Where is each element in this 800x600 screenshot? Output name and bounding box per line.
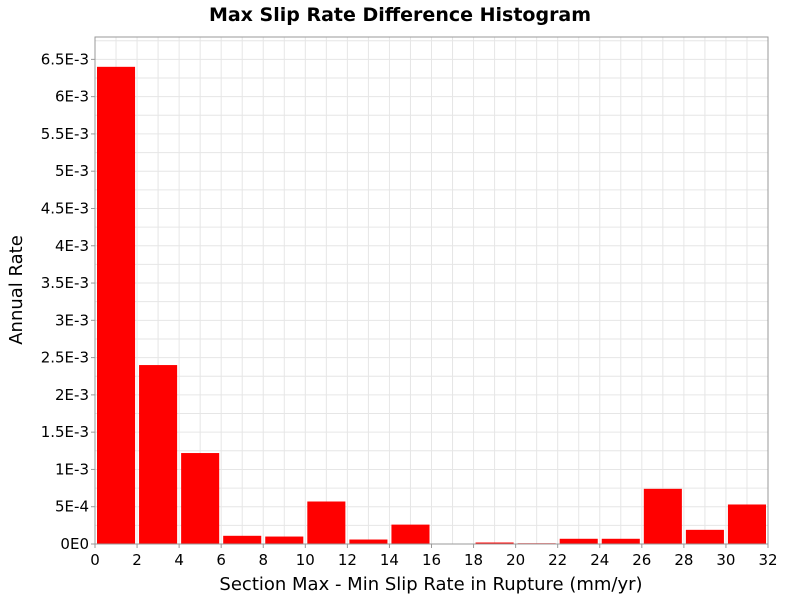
y-tick-label: 4E-3 bbox=[55, 237, 89, 255]
histogram-bar bbox=[349, 539, 388, 544]
x-tick-label: 4 bbox=[174, 551, 184, 569]
histogram-bar bbox=[139, 365, 178, 544]
y-tick-label: 5.5E-3 bbox=[41, 125, 89, 143]
y-axis-ticks: 0E0 5E-4 1E-3 1.5E-3 2E-3 2.5E-3 3E-3 3.5E-3 4E-… bbox=[41, 50, 95, 553]
x-tick-label: 32 bbox=[758, 551, 777, 569]
bars bbox=[97, 66, 766, 544]
x-tick-label: 18 bbox=[464, 551, 483, 569]
y-axis-label: Annual Rate bbox=[6, 235, 27, 345]
x-axis-label: Section Max - Min Slip Rate in Rupture (… bbox=[219, 574, 642, 595]
chart-title: Max Slip Rate Difference Histogram bbox=[209, 4, 591, 26]
histogram-bar bbox=[559, 538, 598, 544]
x-tick-label: 6 bbox=[216, 551, 226, 569]
histogram-bar bbox=[643, 488, 682, 544]
x-tick-label: 24 bbox=[590, 551, 609, 569]
y-tick-label: 6E-3 bbox=[55, 88, 89, 106]
x-tick-label: 0 bbox=[90, 551, 100, 569]
histogram-bar bbox=[685, 529, 724, 544]
histogram-bar bbox=[223, 535, 262, 544]
histogram-bar bbox=[601, 538, 640, 544]
y-tick-label: 3.5E-3 bbox=[41, 274, 89, 292]
histogram-bar bbox=[265, 536, 304, 544]
y-tick-label: 1.5E-3 bbox=[41, 423, 89, 441]
histogram-bar bbox=[97, 66, 136, 544]
x-tick-label: 28 bbox=[674, 551, 693, 569]
y-tick-label: 2.5E-3 bbox=[41, 349, 89, 367]
y-tick-label: 2E-3 bbox=[55, 386, 89, 404]
grid-lines bbox=[95, 37, 768, 544]
x-tick-label: 12 bbox=[338, 551, 357, 569]
x-tick-label: 30 bbox=[716, 551, 735, 569]
x-axis-ticks: 0 2 4 6 8 10 12 14 16 18 20 22 24 26 28 30 32 bbox=[90, 544, 778, 569]
histogram-bar bbox=[475, 542, 514, 544]
x-tick-label: 14 bbox=[380, 551, 399, 569]
histogram-bar bbox=[181, 453, 220, 544]
y-tick-label: 6.5E-3 bbox=[41, 50, 89, 68]
x-tick-label: 22 bbox=[548, 551, 567, 569]
y-tick-label: 3E-3 bbox=[55, 311, 89, 329]
y-tick-label: 1E-3 bbox=[55, 460, 89, 478]
y-tick-label: 5E-3 bbox=[55, 162, 89, 180]
x-tick-label: 26 bbox=[632, 551, 651, 569]
x-tick-label: 16 bbox=[422, 551, 441, 569]
x-tick-label: 8 bbox=[258, 551, 268, 569]
histogram-bar bbox=[727, 504, 766, 544]
histogram-bar bbox=[391, 524, 430, 544]
histogram-bar bbox=[307, 501, 346, 544]
x-tick-label: 10 bbox=[296, 551, 315, 569]
y-tick-label: 5E-4 bbox=[55, 498, 89, 516]
x-tick-label: 20 bbox=[506, 551, 525, 569]
y-tick-label: 4.5E-3 bbox=[41, 199, 89, 217]
x-tick-label: 2 bbox=[132, 551, 142, 569]
y-tick-label: 0E0 bbox=[60, 535, 89, 553]
